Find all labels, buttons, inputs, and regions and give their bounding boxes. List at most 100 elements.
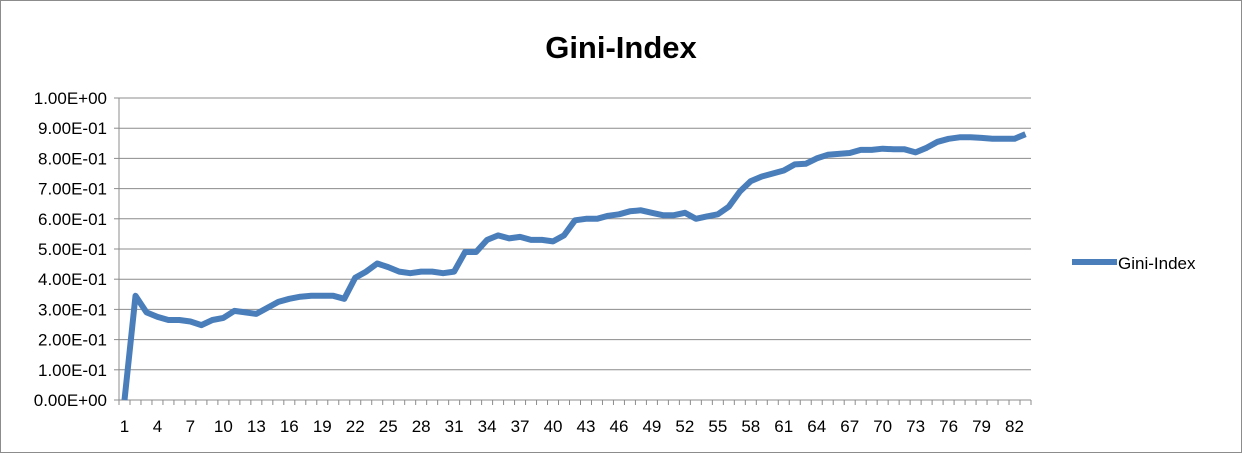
data-point	[562, 233, 567, 238]
data-point	[594, 216, 599, 221]
data-point	[419, 269, 424, 274]
data-point	[759, 174, 764, 179]
data-point	[232, 308, 237, 313]
data-point	[660, 213, 665, 218]
data-point	[452, 269, 457, 274]
x-tick-label: 82	[1005, 417, 1024, 436]
y-tick-label: 1.00E+00	[34, 89, 107, 108]
x-tick-label: 25	[379, 417, 398, 436]
data-point	[814, 156, 819, 161]
data-point	[781, 168, 786, 173]
x-tick-label: 4	[153, 417, 162, 436]
gridlines	[114, 97, 1031, 401]
data-point	[243, 310, 248, 315]
data-point	[342, 296, 347, 301]
legend: Gini-Index	[1072, 254, 1196, 273]
data-point	[847, 150, 852, 155]
data-point	[397, 269, 402, 274]
data-point	[254, 311, 259, 316]
data-point	[902, 147, 907, 152]
data-point	[507, 236, 512, 241]
data-point	[858, 147, 863, 152]
x-tick-label: 37	[511, 417, 530, 436]
data-point	[573, 218, 578, 223]
x-tick-label: 67	[840, 417, 859, 436]
data-point	[298, 294, 303, 299]
y-tick-label: 0.00E+00	[34, 391, 107, 410]
axes	[118, 98, 1032, 405]
data-point	[518, 234, 523, 239]
data-point	[166, 317, 171, 322]
data-point	[880, 146, 885, 151]
x-tick-label: 31	[445, 417, 464, 436]
data-point	[748, 179, 753, 184]
data-point	[485, 237, 490, 242]
data-point	[704, 214, 709, 219]
data-point	[693, 216, 698, 221]
data-point	[375, 261, 380, 266]
data-point	[287, 296, 292, 301]
data-point	[551, 239, 556, 244]
data-point	[671, 213, 676, 218]
y-tick-label: 9.00E-01	[38, 119, 107, 138]
y-tick-label: 1.00E-01	[38, 361, 107, 380]
data-point	[430, 269, 435, 274]
data-point	[529, 237, 534, 242]
data-point	[924, 145, 929, 150]
y-tick-label: 2.00E-01	[38, 331, 107, 350]
data-point	[441, 271, 446, 276]
data-point	[682, 210, 687, 215]
x-tick-label: 70	[873, 417, 892, 436]
data-point	[408, 271, 413, 276]
x-tick-label: 7	[186, 417, 195, 436]
data-point	[649, 210, 654, 215]
data-point	[540, 237, 545, 242]
data-point	[1023, 132, 1028, 137]
data-point	[155, 314, 160, 319]
data-point	[144, 310, 149, 315]
legend-label: Gini-Index	[1118, 254, 1196, 273]
x-tick-label: 46	[609, 417, 628, 436]
data-point	[309, 293, 314, 298]
x-tick-label: 34	[478, 417, 497, 436]
data-point	[221, 315, 226, 320]
data-point	[133, 293, 138, 298]
x-tick-label: 49	[642, 417, 661, 436]
data-point	[891, 147, 896, 152]
data-point	[605, 213, 610, 218]
data-point	[979, 135, 984, 140]
data-point	[386, 265, 391, 270]
data-point	[935, 139, 940, 144]
data-point	[1012, 136, 1017, 141]
y-axis-tick-labels: 0.00E+00 1.00E-01 2.00E-01 3.00E-01 4.00E-01…	[34, 89, 107, 410]
series-layer	[121, 131, 1028, 403]
data-point	[122, 398, 127, 403]
x-tick-label: 16	[280, 417, 299, 436]
data-point	[825, 152, 830, 157]
data-point	[737, 189, 742, 194]
data-point	[331, 293, 336, 298]
data-point	[792, 162, 797, 167]
x-tick-label: 73	[906, 417, 925, 436]
data-point	[188, 319, 193, 324]
data-point	[199, 323, 204, 328]
data-point	[638, 208, 643, 213]
data-point	[836, 151, 841, 156]
x-tick-label: 22	[346, 417, 365, 436]
x-tick-label: 40	[544, 417, 563, 436]
data-point	[726, 204, 731, 209]
data-point	[770, 171, 775, 176]
y-tick-label: 8.00E-01	[38, 149, 107, 168]
data-point	[177, 317, 182, 322]
x-tick-label: 64	[807, 417, 826, 436]
x-tick-label: 79	[972, 417, 991, 436]
data-point	[616, 212, 621, 217]
y-tick-label: 4.00E-01	[38, 270, 107, 289]
x-tick-label: 58	[741, 417, 760, 436]
data-point	[353, 275, 358, 280]
data-point	[990, 136, 995, 141]
x-tick-label: 52	[675, 417, 694, 436]
x-tick-label: 1	[120, 417, 129, 436]
data-point	[496, 233, 501, 238]
